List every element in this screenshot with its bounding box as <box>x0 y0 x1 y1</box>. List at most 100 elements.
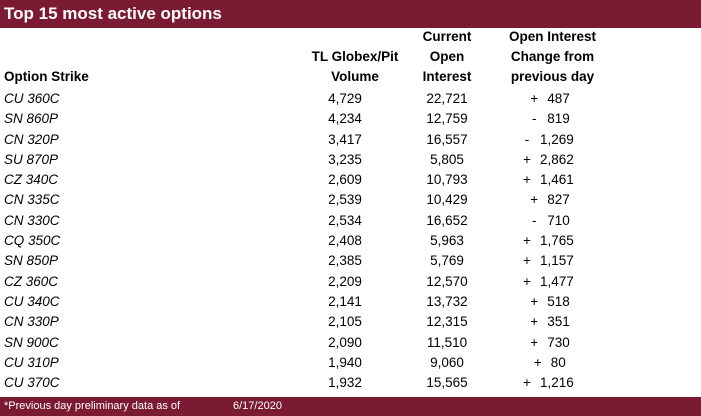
footer-date: 6/17/2020 <box>233 400 282 412</box>
option-strike-cell: SN 860P <box>4 111 59 127</box>
open-interest-cell: 5,963 <box>430 233 464 249</box>
table-row: CZ 360C 2,209 12,570 +1,477 <box>0 272 701 292</box>
change-value-cell: 1,269 <box>540 131 574 147</box>
volume-cell: 3,235 <box>328 151 362 167</box>
header-oi-line2: Open <box>429 49 465 64</box>
open-interest-cell: 12,570 <box>426 273 468 289</box>
change-sign-cell: + <box>523 172 531 188</box>
open-interest-cell: 15,565 <box>426 375 468 391</box>
table-row: CU 310P 1,940 9,060 +80 <box>0 353 701 373</box>
change-sign-cell: + <box>523 375 531 391</box>
change-value-cell: 730 <box>547 334 570 350</box>
change-value-cell: 487 <box>547 91 570 106</box>
option-strike-cell: CU 370C <box>4 375 60 391</box>
header-chg-line1: Open Interest <box>508 29 597 44</box>
option-strike-cell: CN 330P <box>4 314 59 330</box>
volume-cell: 1,932 <box>328 375 362 391</box>
header-chg-line2: Change from <box>510 49 595 64</box>
change-sign-cell: + <box>530 91 539 106</box>
table-row: SN 860P 4,234 12,759 -819 <box>0 109 701 129</box>
change-sign-cell: - <box>524 131 530 147</box>
table-row: CQ 350C 2,408 5,963 +1,765 <box>0 231 701 251</box>
table-row: SU 870P 3,235 5,805 +2,862 <box>0 150 701 170</box>
volume-cell: 2,539 <box>328 192 362 208</box>
table-title: Top 15 most active options <box>0 0 701 28</box>
header-oi-line1: Current <box>422 29 472 44</box>
table-row: CN 320P 3,417 16,557 -1,269 <box>0 130 701 150</box>
option-strike-cell: CN 330C <box>4 212 60 228</box>
open-interest-cell: 16,557 <box>426 131 468 147</box>
option-strike-cell: CN 335C <box>4 192 60 208</box>
volume-cell: 4,234 <box>328 111 362 127</box>
open-interest-cell: 5,805 <box>430 151 464 167</box>
volume-cell: 2,209 <box>328 273 362 289</box>
open-interest-cell: 9,060 <box>430 354 464 370</box>
volume-cell: 3,417 <box>328 131 362 147</box>
volume-cell: 2,609 <box>328 172 362 188</box>
volume-cell: 2,385 <box>328 253 362 269</box>
option-strike-cell: CU 340C <box>4 293 60 309</box>
open-interest-cell: 13,732 <box>426 293 468 309</box>
table-row: CN 330P 2,105 12,315 +351 <box>0 312 701 332</box>
option-strike-cell: CZ 340C <box>4 172 59 188</box>
header-chg-line3: previous day <box>510 69 595 84</box>
change-value-cell: 518 <box>547 293 570 309</box>
change-value-cell: 819 <box>547 111 570 127</box>
header-option-strike: Option Strike <box>4 69 89 84</box>
open-interest-cell: 10,793 <box>426 172 468 188</box>
open-interest-cell: 5,769 <box>430 253 464 269</box>
table-row: CU 370C 1,932 15,565 +1,216 <box>0 373 701 393</box>
option-strike-cell: CN 320P <box>4 131 59 147</box>
header-volume-line1: TL Globex/Pit <box>311 49 399 64</box>
change-sign-cell: + <box>523 273 531 289</box>
option-strike-cell: CZ 360C <box>4 273 59 289</box>
open-interest-cell: 11,510 <box>426 334 468 350</box>
change-sign-cell: + <box>530 334 539 350</box>
open-interest-cell: 10,429 <box>426 192 468 208</box>
header-volume: TL Globex/Pit Volume <box>290 47 420 87</box>
change-value-cell: 1,216 <box>540 375 574 391</box>
change-sign-cell: + <box>523 253 531 269</box>
table-row: CN 330C 2,534 16,652 -710 <box>0 211 701 231</box>
change-sign-cell: + <box>530 314 539 330</box>
change-sign-cell: + <box>530 293 539 309</box>
open-interest-cell: 12,759 <box>426 111 468 127</box>
table-row: CU 360C 4,729 22,721 +487 <box>0 89 701 109</box>
change-sign-cell: - <box>531 111 537 127</box>
option-strike-cell: CQ 350C <box>4 233 61 249</box>
change-value-cell: 1,461 <box>540 172 574 188</box>
table-row: SN 850P 2,385 5,769 +1,157 <box>0 251 701 271</box>
volume-cell: 2,408 <box>328 233 362 249</box>
change-sign-cell: + <box>523 151 531 167</box>
volume-cell: 2,105 <box>328 314 362 330</box>
change-value-cell: 2,862 <box>540 151 574 167</box>
option-strike-cell: CU 310P <box>4 354 59 370</box>
change-sign-cell: + <box>533 354 542 370</box>
volume-cell: 2,141 <box>328 293 362 309</box>
options-table-body: CU 360C 4,729 22,721 +487 SN 860P 4,234 12,759… <box>0 89 701 393</box>
header-volume-line2: Volume <box>331 69 379 84</box>
option-strike-cell: SN 850P <box>4 253 59 269</box>
table-row: CU 340C 2,141 13,732 +518 <box>0 292 701 312</box>
table-row: SN 900C 2,090 11,510 +730 <box>0 333 701 353</box>
footer-bar: *Previous day preliminary data as of 6/1… <box>0 397 701 416</box>
volume-cell: 4,729 <box>328 91 362 106</box>
header-oi-line3: Interest <box>422 69 472 84</box>
table-row: CZ 340C 2,609 10,793 +1,461 <box>0 170 701 190</box>
change-sign-cell: + <box>530 192 539 208</box>
open-interest-cell: 22,721 <box>426 91 468 106</box>
option-strike-cell: SU 870P <box>4 151 59 167</box>
option-strike-cell: SN 900C <box>4 334 59 350</box>
header-open-interest: Current Open Interest <box>402 27 492 87</box>
volume-cell: 2,534 <box>328 212 362 228</box>
volume-cell: 2,090 <box>328 334 362 350</box>
change-value-cell: 80 <box>550 354 566 370</box>
change-sign-cell: + <box>523 233 531 249</box>
change-value-cell: 1,765 <box>540 233 574 249</box>
footer-note: *Previous day preliminary data as of <box>4 400 181 412</box>
open-interest-cell: 12,315 <box>426 314 468 330</box>
header-oi-change: Open Interest Change from previous day <box>490 27 615 87</box>
change-value-cell: 1,477 <box>540 273 574 289</box>
option-strike-cell: CU 360C <box>4 91 60 106</box>
change-value-cell: 710 <box>547 212 570 228</box>
